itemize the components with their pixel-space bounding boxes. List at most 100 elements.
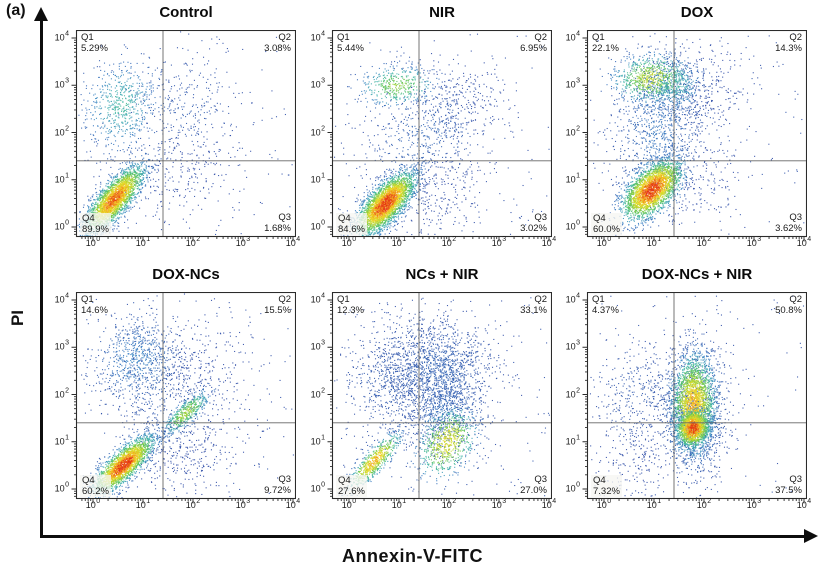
y-tick-label: 102 <box>565 125 580 137</box>
x-tick-label: 101 <box>391 236 407 248</box>
quadrant-label-q3: Q3 3.62% <box>775 212 802 234</box>
y-tick-label: 101 <box>565 434 580 447</box>
x-tick-label: 103 <box>746 236 762 248</box>
y-tick-labels: 100 101 102 103 104 <box>296 30 325 237</box>
y-axis-arrow-line <box>40 20 43 537</box>
x-tick-label: 102 <box>441 498 457 510</box>
y-tick-label: 103 <box>54 339 69 352</box>
y-tick-label: 102 <box>565 387 580 399</box>
quadrant-label-q4: Q4 89.9% <box>80 213 111 235</box>
y-tick-label: 100 <box>310 219 325 232</box>
flow-panel-ncs-nir: NCs + NIR Q1 12.3% Q2 33.1% Q3 27.0% Q4 27.6… <box>311 266 557 510</box>
x-tick-label: 101 <box>391 498 407 510</box>
x-tick-label: 102 <box>185 498 201 510</box>
quadrant-label-q4: Q4 60.0% <box>591 213 622 235</box>
y-tick-label: 101 <box>310 434 325 447</box>
y-tick-label: 100 <box>54 219 69 232</box>
x-axis-arrowhead-icon <box>804 529 818 543</box>
x-tick-label: 104 <box>285 236 301 248</box>
x-tick-labels: 100 101 102 103 104 <box>587 498 811 515</box>
x-tick-label: 101 <box>135 236 151 248</box>
flow-panel-dox: DOX Q1 22.1% Q2 14.3% Q3 3.62% Q4 60.0% 100 1… <box>566 4 812 248</box>
x-tick-label: 101 <box>135 498 151 510</box>
y-tick-label: 102 <box>54 387 69 399</box>
y-axis-arrowhead-icon <box>34 7 48 21</box>
quadrant-label-q4: Q4 84.6% <box>336 213 367 235</box>
flow-panel-dox-ncs: DOX-NCs Q1 14.6% Q2 15.5% Q3 9.72% Q4 60.2% … <box>55 266 301 510</box>
y-tick-label: 103 <box>54 77 69 90</box>
panel-title: DOX <box>680 4 714 21</box>
scatter-plot-canvas <box>324 30 552 245</box>
y-axis-label: PI <box>8 309 27 327</box>
x-tick-labels: 100 101 102 103 104 <box>76 498 300 515</box>
scatter-plot-canvas <box>68 292 296 507</box>
quadrant-label-q3: Q3 27.0% <box>520 474 547 496</box>
y-tick-label: 102 <box>54 125 69 137</box>
quadrant-label-q1: Q1 22.1% <box>592 32 619 54</box>
x-tick-label: 100 <box>85 236 101 248</box>
panel-title: DOX-NCs <box>152 266 220 283</box>
quadrant-label-q1: Q1 4.37% <box>592 294 619 316</box>
y-tick-labels: 100 101 102 103 104 <box>296 292 325 499</box>
y-tick-label: 103 <box>310 339 325 352</box>
x-tick-label: 104 <box>541 236 557 248</box>
figure-panel-letter: (a) <box>6 2 26 19</box>
y-tick-label: 100 <box>54 481 69 494</box>
y-tick-label: 103 <box>310 77 325 90</box>
x-tick-label: 100 <box>596 236 612 248</box>
scatter-plot-canvas <box>68 30 296 245</box>
x-tick-labels: 100 101 102 103 104 <box>587 236 811 253</box>
panel-title: NCs + NIR <box>405 266 479 283</box>
x-tick-label: 102 <box>441 236 457 248</box>
y-tick-label: 102 <box>310 387 325 399</box>
quadrant-label-q2: Q2 3.08% <box>264 32 291 54</box>
y-tick-label: 100 <box>565 481 580 494</box>
y-tick-labels: 100 101 102 103 104 <box>551 292 580 499</box>
scatter-plot-canvas <box>579 292 807 507</box>
quadrant-label-q1: Q1 5.44% <box>337 32 364 54</box>
quadrant-label-q2: Q2 50.8% <box>775 294 802 316</box>
y-tick-label: 102 <box>310 125 325 137</box>
x-tick-label: 101 <box>646 498 662 510</box>
x-axis-arrow-line <box>40 535 806 538</box>
x-tick-label: 104 <box>285 498 301 510</box>
x-tick-label: 103 <box>746 498 762 510</box>
x-axis-label: Annexin-V-FITC <box>342 546 483 566</box>
y-tick-label: 103 <box>565 77 580 90</box>
x-tick-label: 100 <box>341 236 357 248</box>
quadrant-label-q1: Q1 5.29% <box>81 32 108 54</box>
quadrant-label-q3: Q3 37.5% <box>775 474 802 496</box>
x-tick-label: 104 <box>796 236 812 248</box>
y-tick-label: 101 <box>54 434 69 447</box>
y-tick-label: 100 <box>565 219 580 232</box>
y-tick-labels: 100 101 102 103 104 <box>40 30 69 237</box>
x-tick-label: 104 <box>541 498 557 510</box>
x-tick-labels: 100 101 102 103 104 <box>76 236 300 253</box>
x-tick-label: 104 <box>796 498 812 510</box>
quadrant-label-q4: Q4 27.6% <box>336 475 367 497</box>
y-tick-labels: 100 101 102 103 104 <box>551 30 580 237</box>
y-tick-label: 104 <box>310 30 325 43</box>
quadrant-label-q4: Q4 7.32% <box>591 475 622 497</box>
y-tick-labels: 100 101 102 103 104 <box>40 292 69 499</box>
y-tick-label: 104 <box>54 30 69 43</box>
panel-title: DOX-NCs + NIR <box>641 266 753 283</box>
flow-panel-dox-ncs-nir: DOX-NCs + NIR Q1 4.37% Q2 50.8% Q3 37.5% Q4… <box>566 266 812 510</box>
x-tick-labels: 100 101 102 103 104 <box>332 236 556 253</box>
quadrant-label-q1: Q1 12.3% <box>337 294 364 316</box>
quadrant-label-q3: Q3 3.02% <box>520 212 547 234</box>
quadrant-label-q2: Q2 33.1% <box>520 294 547 316</box>
x-tick-label: 100 <box>85 498 101 510</box>
x-tick-label: 103 <box>235 236 251 248</box>
quadrant-label-q2: Q2 14.3% <box>775 32 802 54</box>
quadrant-label-q1: Q1 14.6% <box>81 294 108 316</box>
x-tick-label: 100 <box>596 498 612 510</box>
x-tick-label: 101 <box>646 236 662 248</box>
y-tick-label: 101 <box>565 172 580 185</box>
scatter-plot-canvas <box>579 30 807 245</box>
y-tick-label: 100 <box>310 481 325 494</box>
x-tick-label: 103 <box>491 498 507 510</box>
y-tick-label: 103 <box>565 339 580 352</box>
flow-panel-control: Control Q1 5.29% Q2 3.08% Q3 1.68% Q4 89.9% … <box>55 4 301 248</box>
